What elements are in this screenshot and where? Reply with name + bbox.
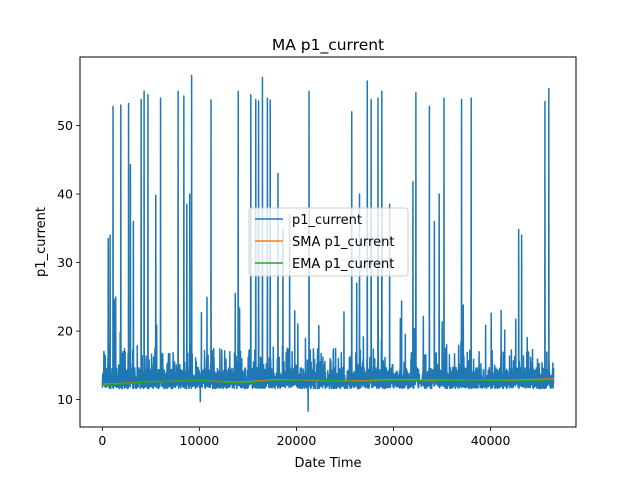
x-axis: 0 10000 20000 30000 40000	[98, 427, 511, 448]
x-tick-label: 20000	[277, 433, 317, 448]
legend-label-sma: SMA p1_current	[292, 235, 394, 250]
y-tick-label: 40	[57, 187, 73, 202]
y-tick-label: 30	[57, 255, 73, 270]
legend-label-p1-current: p1_current	[292, 213, 362, 228]
series-line-ema	[102, 378, 554, 386]
y-tick-label: 50	[57, 118, 73, 133]
y-tick-label: 20	[57, 324, 73, 339]
chart-title: MA p1_current	[272, 36, 384, 55]
legend-box	[248, 207, 409, 277]
legend: p1_current SMA p1_current EMA p1_current	[248, 207, 409, 277]
y-tick-label: 10	[57, 392, 73, 407]
x-tick-label: 0	[98, 433, 106, 448]
x-tick-label: 40000	[471, 433, 511, 448]
plot-area	[101, 74, 555, 412]
series-line-p1-current	[101, 74, 555, 412]
x-tick-label: 30000	[374, 433, 414, 448]
x-axis-label: Date Time	[294, 456, 361, 471]
y-axis: 10 20 30 40 50	[57, 118, 80, 407]
y-axis-label: p1_current	[34, 207, 49, 277]
x-tick-label: 10000	[180, 433, 220, 448]
legend-label-ema: EMA p1_current	[292, 257, 394, 272]
plot-frame	[79, 56, 577, 428]
